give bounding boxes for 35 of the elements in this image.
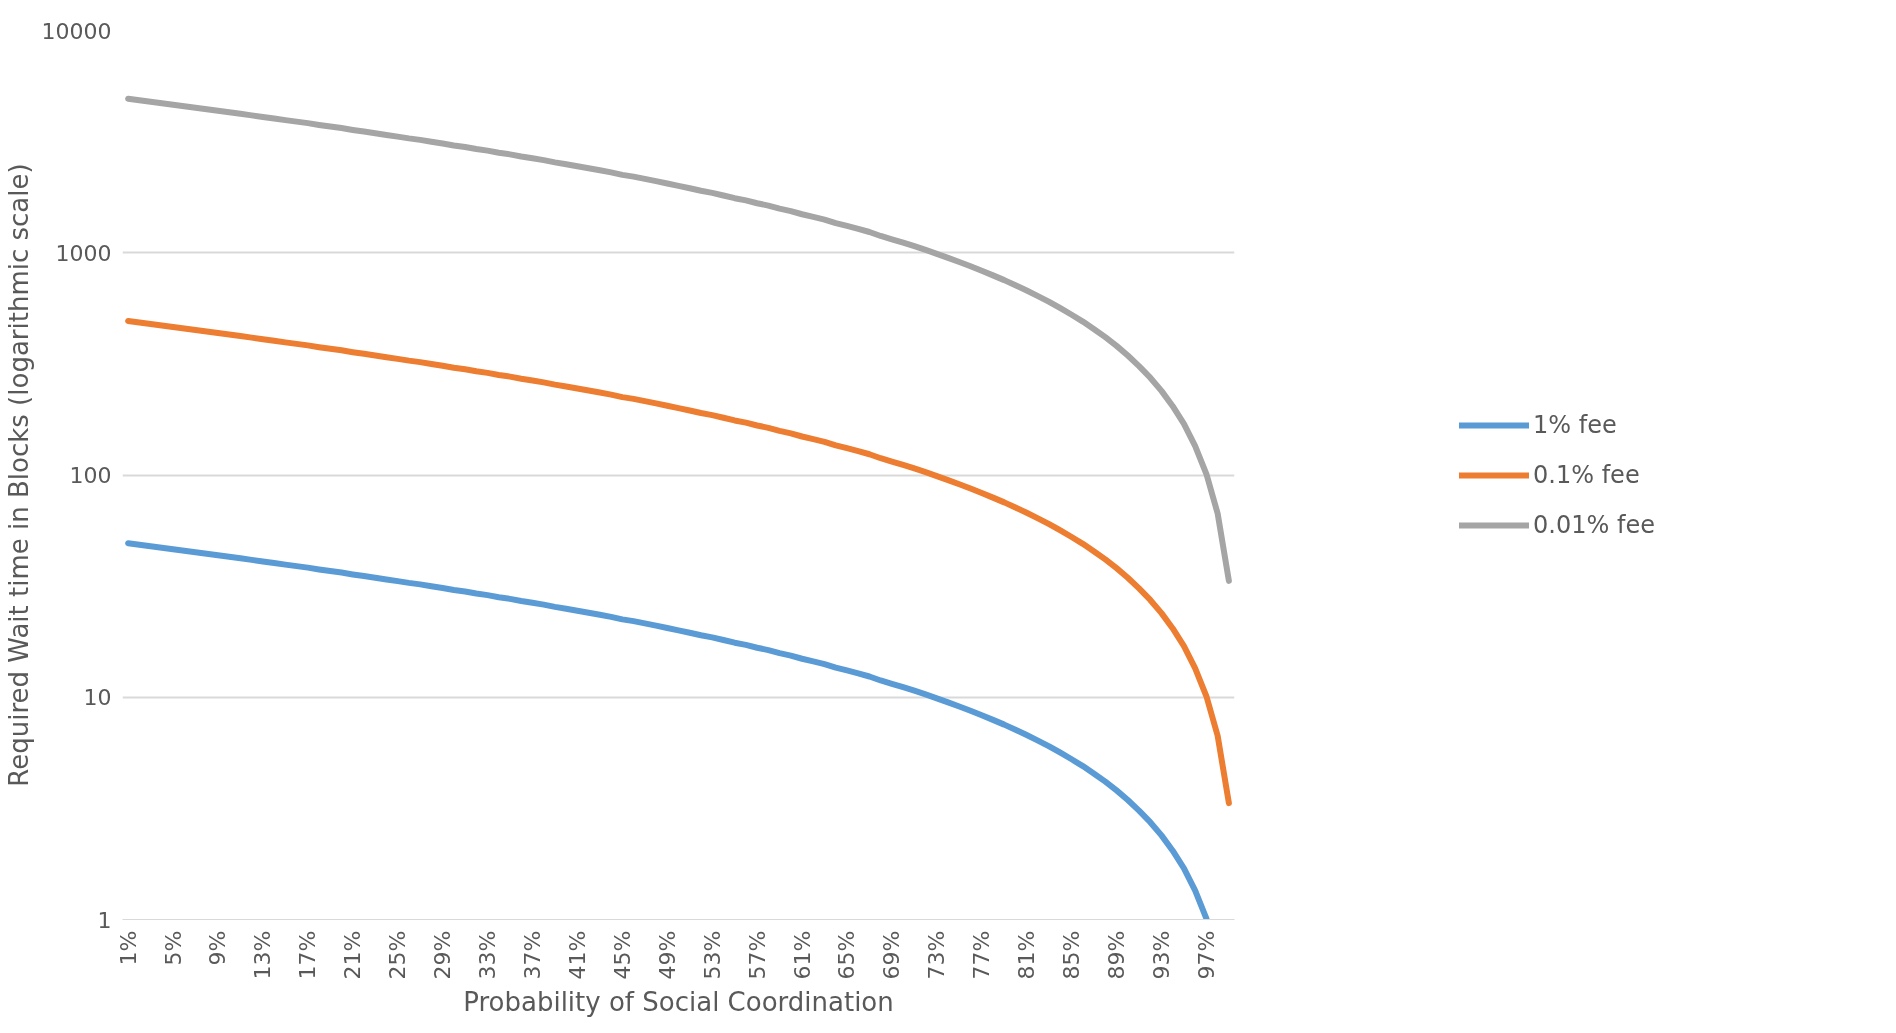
x-tick-label: 57% <box>744 930 770 980</box>
x-tick-label: 53% <box>699 930 725 980</box>
y-tick-label: 10000 <box>41 18 112 44</box>
x-tick-label: 1% <box>115 930 141 966</box>
y-tick-label: 1000 <box>55 240 112 266</box>
x-tick-label: 89% <box>1104 930 1130 980</box>
legend-label: 0.1% fee <box>1533 460 1640 489</box>
x-tick-label: 25% <box>385 930 411 980</box>
x-tick-label: 65% <box>834 930 860 980</box>
x-tick-label: 41% <box>564 930 590 980</box>
x-tick-label: 29% <box>430 930 456 980</box>
x-axis-title: Probability of Social Coordination <box>463 987 894 1018</box>
x-tick-label: 21% <box>340 930 366 980</box>
y-tick-label: 1 <box>97 907 112 933</box>
x-tick-label: 97% <box>1193 930 1219 980</box>
x-tick-label: 17% <box>295 930 321 980</box>
x-tick-label: 33% <box>475 930 501 980</box>
legend-label: 0.01% fee <box>1533 510 1655 539</box>
x-tick-label: 69% <box>879 930 905 980</box>
legend-label: 1% fee <box>1533 410 1617 439</box>
x-tick-label: 5% <box>160 930 186 966</box>
x-tick-label: 9% <box>205 930 231 966</box>
x-tick-label: 85% <box>1059 930 1085 980</box>
x-tick-label: 13% <box>250 930 276 980</box>
x-tick-label: 45% <box>609 930 635 980</box>
x-tick-label: 49% <box>654 930 680 980</box>
x-tick-label: 81% <box>1014 930 1040 980</box>
x-tick-label: 61% <box>789 930 815 980</box>
y-tick-label: 100 <box>69 463 112 488</box>
x-tick-label: 73% <box>924 930 950 980</box>
x-tick-label: 93% <box>1148 930 1174 980</box>
y-axis-title: Required Wait time in Blocks (logarithmic scale) <box>3 163 34 787</box>
x-tick-label: 37% <box>519 930 545 980</box>
y-tick-label: 10 <box>83 685 112 711</box>
x-tick-label: 77% <box>969 930 995 980</box>
